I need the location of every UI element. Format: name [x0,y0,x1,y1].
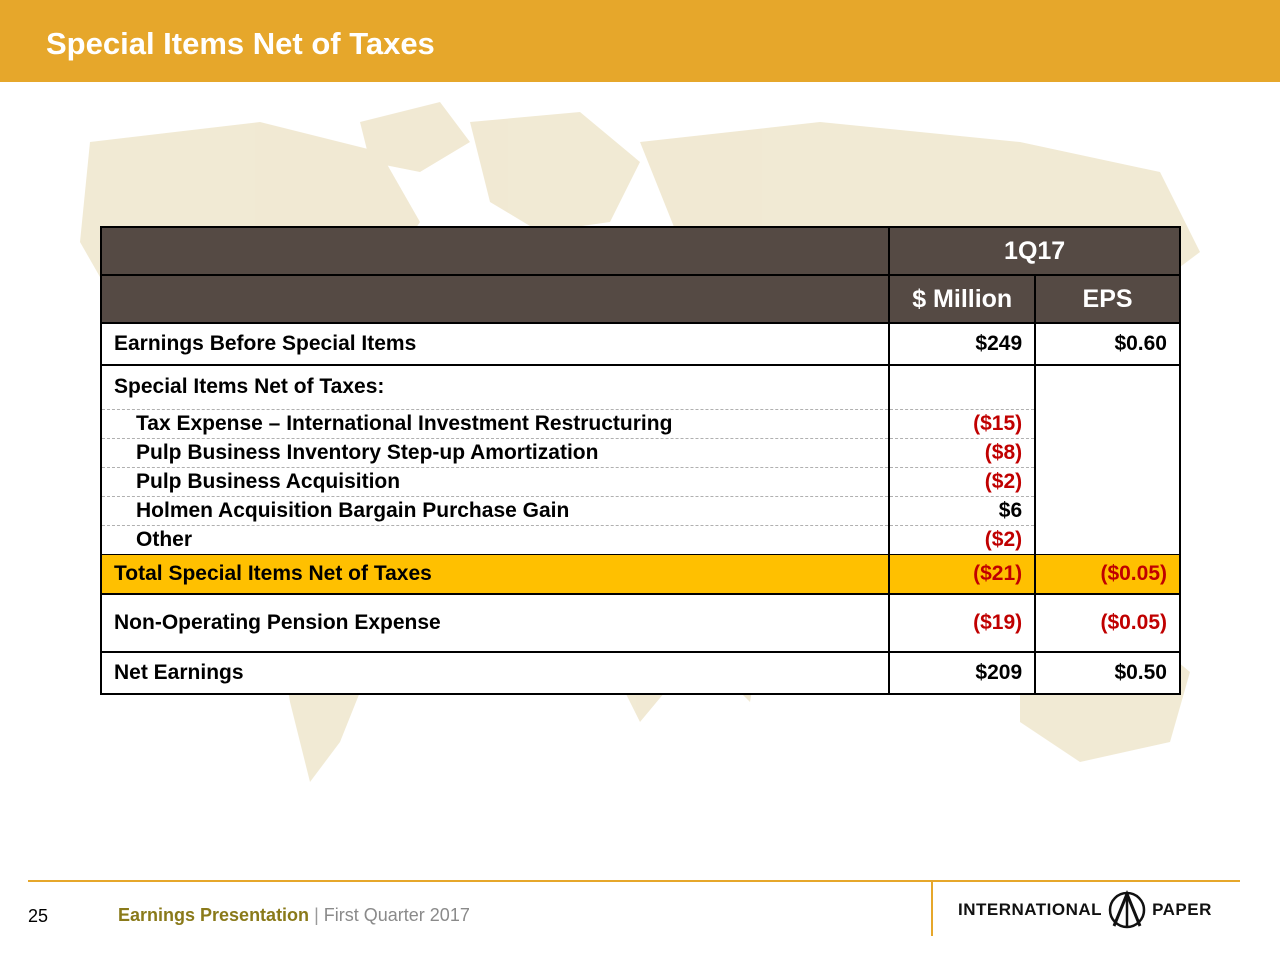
logo-word-paper: PAPER [1152,900,1212,919]
title-bar: Special Items Net of Taxes [0,0,1280,82]
table-row-non-operating-pension: Non-Operating Pension Expense ($19) ($0.… [99,594,1181,653]
million-value: $209 [888,652,1037,695]
million-value: ($2) [888,524,1037,554]
eps-value: ($0.05) [1034,553,1181,595]
international-paper-logo: INTERNATIONAL PAPER [958,890,1212,930]
row-label: Non-Operating Pension Expense [99,594,891,653]
table-row-special-items-header: Special Items Net of Taxes: [99,365,1181,554]
footer-separator: | [314,905,319,925]
table-row-item: Holmen Acquisition Bargain Purchase Gain… [99,495,1180,525]
million-value: ($19) [888,594,1037,653]
page-title: Special Items Net of Taxes [46,26,435,61]
eps-value: $0.50 [1034,652,1181,695]
table-row-item: Pulp Business Inventory Step-up Amortiza… [99,437,1180,467]
row-label: Pulp Business Inventory Step-up Amortiza… [99,437,891,467]
logo-word-international: INTERNATIONAL [958,900,1103,919]
header-empty-cell [99,226,891,276]
million-column-header: $ Million [888,274,1037,324]
row-label: Total Special Items Net of Taxes [99,553,891,595]
million-value: ($15) [888,408,1037,438]
table-header-period-row: 1Q17 [99,226,1181,276]
table-row-item: Pulp Business Acquisition ($2) [99,466,1180,496]
table-row-earnings-before-special-items: Earnings Before Special Items $249 $0.60 [99,323,1181,366]
header-empty-cell [99,274,891,324]
eps-value: $0.60 [1034,323,1181,366]
table-row-total-special-items: Total Special Items Net of Taxes ($21) (… [99,553,1181,595]
million-value: $6 [888,495,1037,525]
special-items-table: 1Q17 $ Million EPS Earnings Before Speci… [99,226,1181,695]
row-label: Holmen Acquisition Bargain Purchase Gain [99,495,891,525]
row-label: Earnings Before Special Items [99,323,891,366]
table-row-net-earnings: Net Earnings $209 $0.50 [99,652,1181,695]
row-label: Net Earnings [99,652,891,695]
ip-emblem-icon [1108,890,1146,929]
row-label: Tax Expense – International Investment R… [99,408,891,438]
eps-value: ($0.05) [1034,594,1181,653]
million-value [888,365,1037,409]
table-row-item: Other ($2) [99,524,1180,554]
row-label: Pulp Business Acquisition [99,466,891,496]
row-label: Special Items Net of Taxes: [99,365,891,409]
footer-period: First Quarter 2017 [323,905,470,925]
footer-caption: Earnings Presentation | First Quarter 20… [118,905,470,926]
period-header: 1Q17 [888,226,1181,276]
million-value: ($8) [888,437,1037,467]
row-label: Other [99,524,891,554]
eps-blank-cell [1034,365,1181,554]
footer-divider [28,880,1240,882]
footer-vertical-divider [931,882,933,936]
eps-column-header: EPS [1034,274,1181,324]
table-header-columns-row: $ Million EPS [99,274,1181,324]
page-number: 25 [28,906,49,926]
million-value: ($2) [888,466,1037,496]
footer-presentation: Earnings Presentation [118,905,310,925]
million-value: ($21) [888,553,1037,595]
million-value: $249 [888,323,1037,366]
table-row-item: Tax Expense – International Investment R… [99,408,1180,438]
